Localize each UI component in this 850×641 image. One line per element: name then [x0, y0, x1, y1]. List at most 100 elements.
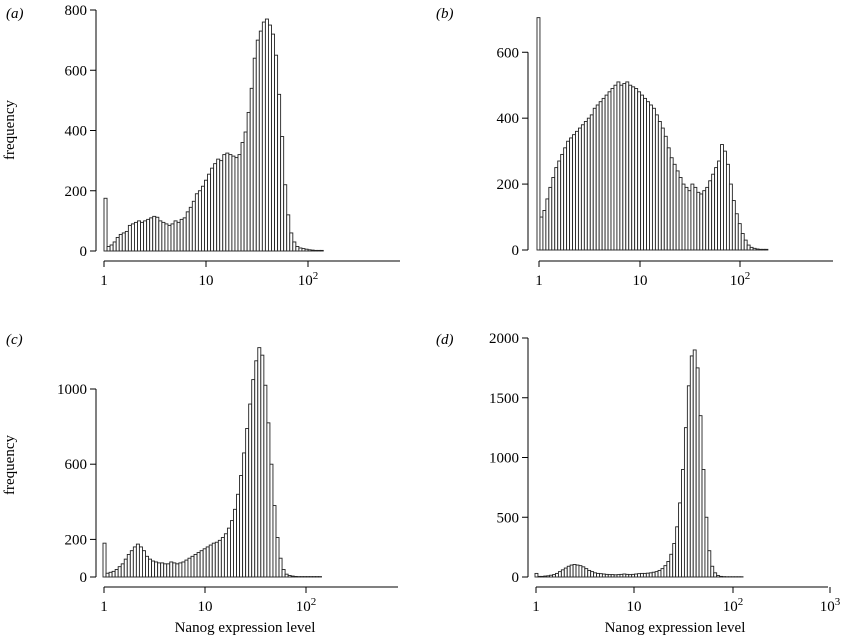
histogram-bar — [118, 567, 121, 577]
histogram-bar — [261, 355, 264, 577]
x-tick-exponent: 3 — [835, 596, 841, 608]
y-tick-label: 200 — [65, 532, 88, 548]
y-tick-label: 600 — [65, 457, 88, 473]
x-tick-exponent: 2 — [313, 270, 319, 282]
y-axis-label: frequency — [2, 435, 18, 495]
histogram-bar — [211, 168, 214, 251]
histogram-bar — [537, 18, 540, 250]
histogram-bar — [264, 385, 267, 577]
panel-letter: (d) — [436, 332, 454, 348]
histogram-bar — [179, 563, 182, 577]
histogram-bar — [182, 562, 185, 577]
histogram-bar — [171, 224, 174, 251]
panel-letter: (c) — [6, 332, 23, 348]
histogram-bar — [164, 564, 167, 577]
x-tick-label: 10 — [633, 273, 648, 289]
histogram-bar — [185, 560, 188, 577]
histogram-bar — [161, 563, 164, 577]
histogram-bar — [217, 159, 220, 251]
histogram-bar — [153, 216, 156, 251]
histogram-bar — [281, 137, 284, 251]
histogram-bar — [252, 380, 255, 577]
histogram-bar — [198, 191, 201, 251]
histogram-bar — [204, 180, 207, 251]
histogram-bar — [209, 545, 212, 577]
histogram-bar — [152, 561, 155, 577]
histogram-bar — [221, 538, 224, 577]
histogram-bar — [145, 556, 148, 577]
histogram-bar — [203, 549, 206, 577]
histogram-bar — [262, 22, 265, 251]
histogram-bar — [173, 563, 176, 577]
histogram-bar — [155, 562, 158, 577]
panel-letter: (a) — [6, 6, 24, 22]
histogram-bar — [246, 428, 249, 577]
x-tick-label: 103 — [820, 596, 841, 615]
histogram-bar — [200, 551, 203, 577]
x-tick-label: 1 — [100, 599, 108, 615]
histogram-bar — [275, 55, 278, 251]
histogram-bar — [149, 559, 152, 577]
histogram-bar — [224, 534, 227, 577]
histogram-bar — [256, 40, 259, 251]
y-tick-label: 1000 — [57, 382, 87, 398]
histogram-bar — [279, 558, 282, 577]
histogram-bar — [234, 509, 237, 577]
histogram-bar — [194, 554, 197, 577]
histogram-bar — [291, 576, 294, 577]
y-tick-label: 1000 — [489, 451, 519, 467]
y-tick-label: 1500 — [489, 391, 519, 407]
histogram-bar — [124, 559, 127, 577]
histogram-bar — [142, 551, 145, 577]
histogram-bar — [294, 576, 297, 577]
histogram-bar — [249, 404, 252, 577]
histogram-bar — [285, 574, 288, 577]
y-tick-label: 600 — [497, 45, 520, 61]
y-tick-label: 800 — [65, 3, 88, 19]
histogram-bar — [128, 225, 131, 251]
histogram-bar — [276, 538, 279, 577]
histogram-bar — [299, 248, 302, 251]
x-tick-exponent: 2 — [311, 596, 317, 608]
histogram-bar — [267, 423, 270, 577]
histogram-bar — [167, 564, 170, 577]
y-tick-label: 400 — [497, 111, 520, 127]
histogram-bar — [243, 453, 246, 577]
histogram-bar — [176, 564, 179, 577]
histogram-bar — [237, 494, 240, 577]
y-tick-label: 200 — [65, 184, 88, 200]
histogram-bar — [115, 569, 118, 577]
histogram-bar — [229, 155, 232, 251]
x-tick-label: 10 — [198, 599, 213, 615]
histogram-bar — [273, 506, 276, 577]
histogram-bar — [139, 547, 142, 577]
histogram-bar — [112, 571, 115, 577]
y-tick-label: 2000 — [489, 331, 519, 347]
x-tick-label: 1 — [535, 273, 543, 289]
histogram-bar — [170, 562, 173, 577]
y-tick-label: 600 — [65, 63, 88, 79]
histogram-bar — [218, 540, 221, 577]
y-tick-label: 400 — [65, 124, 88, 140]
x-tick-label: 1 — [532, 599, 540, 615]
histogram-bar — [311, 250, 314, 251]
histogram-bar — [133, 547, 136, 577]
histogram-bar — [240, 475, 243, 577]
histogram-bar — [104, 198, 107, 251]
histogram-bar — [141, 222, 144, 251]
x-tick-label: 10 — [627, 599, 642, 615]
histogram-bar — [165, 224, 168, 251]
histogram-bar — [159, 221, 162, 251]
histogram-bar — [127, 554, 130, 577]
histogram-bar — [270, 464, 273, 577]
histogram-bar — [293, 242, 296, 251]
histogram-bar — [121, 564, 124, 577]
histogram-bar — [134, 222, 137, 251]
y-axis-label: frequency — [2, 100, 18, 160]
x-tick-label: 102 — [730, 270, 751, 289]
